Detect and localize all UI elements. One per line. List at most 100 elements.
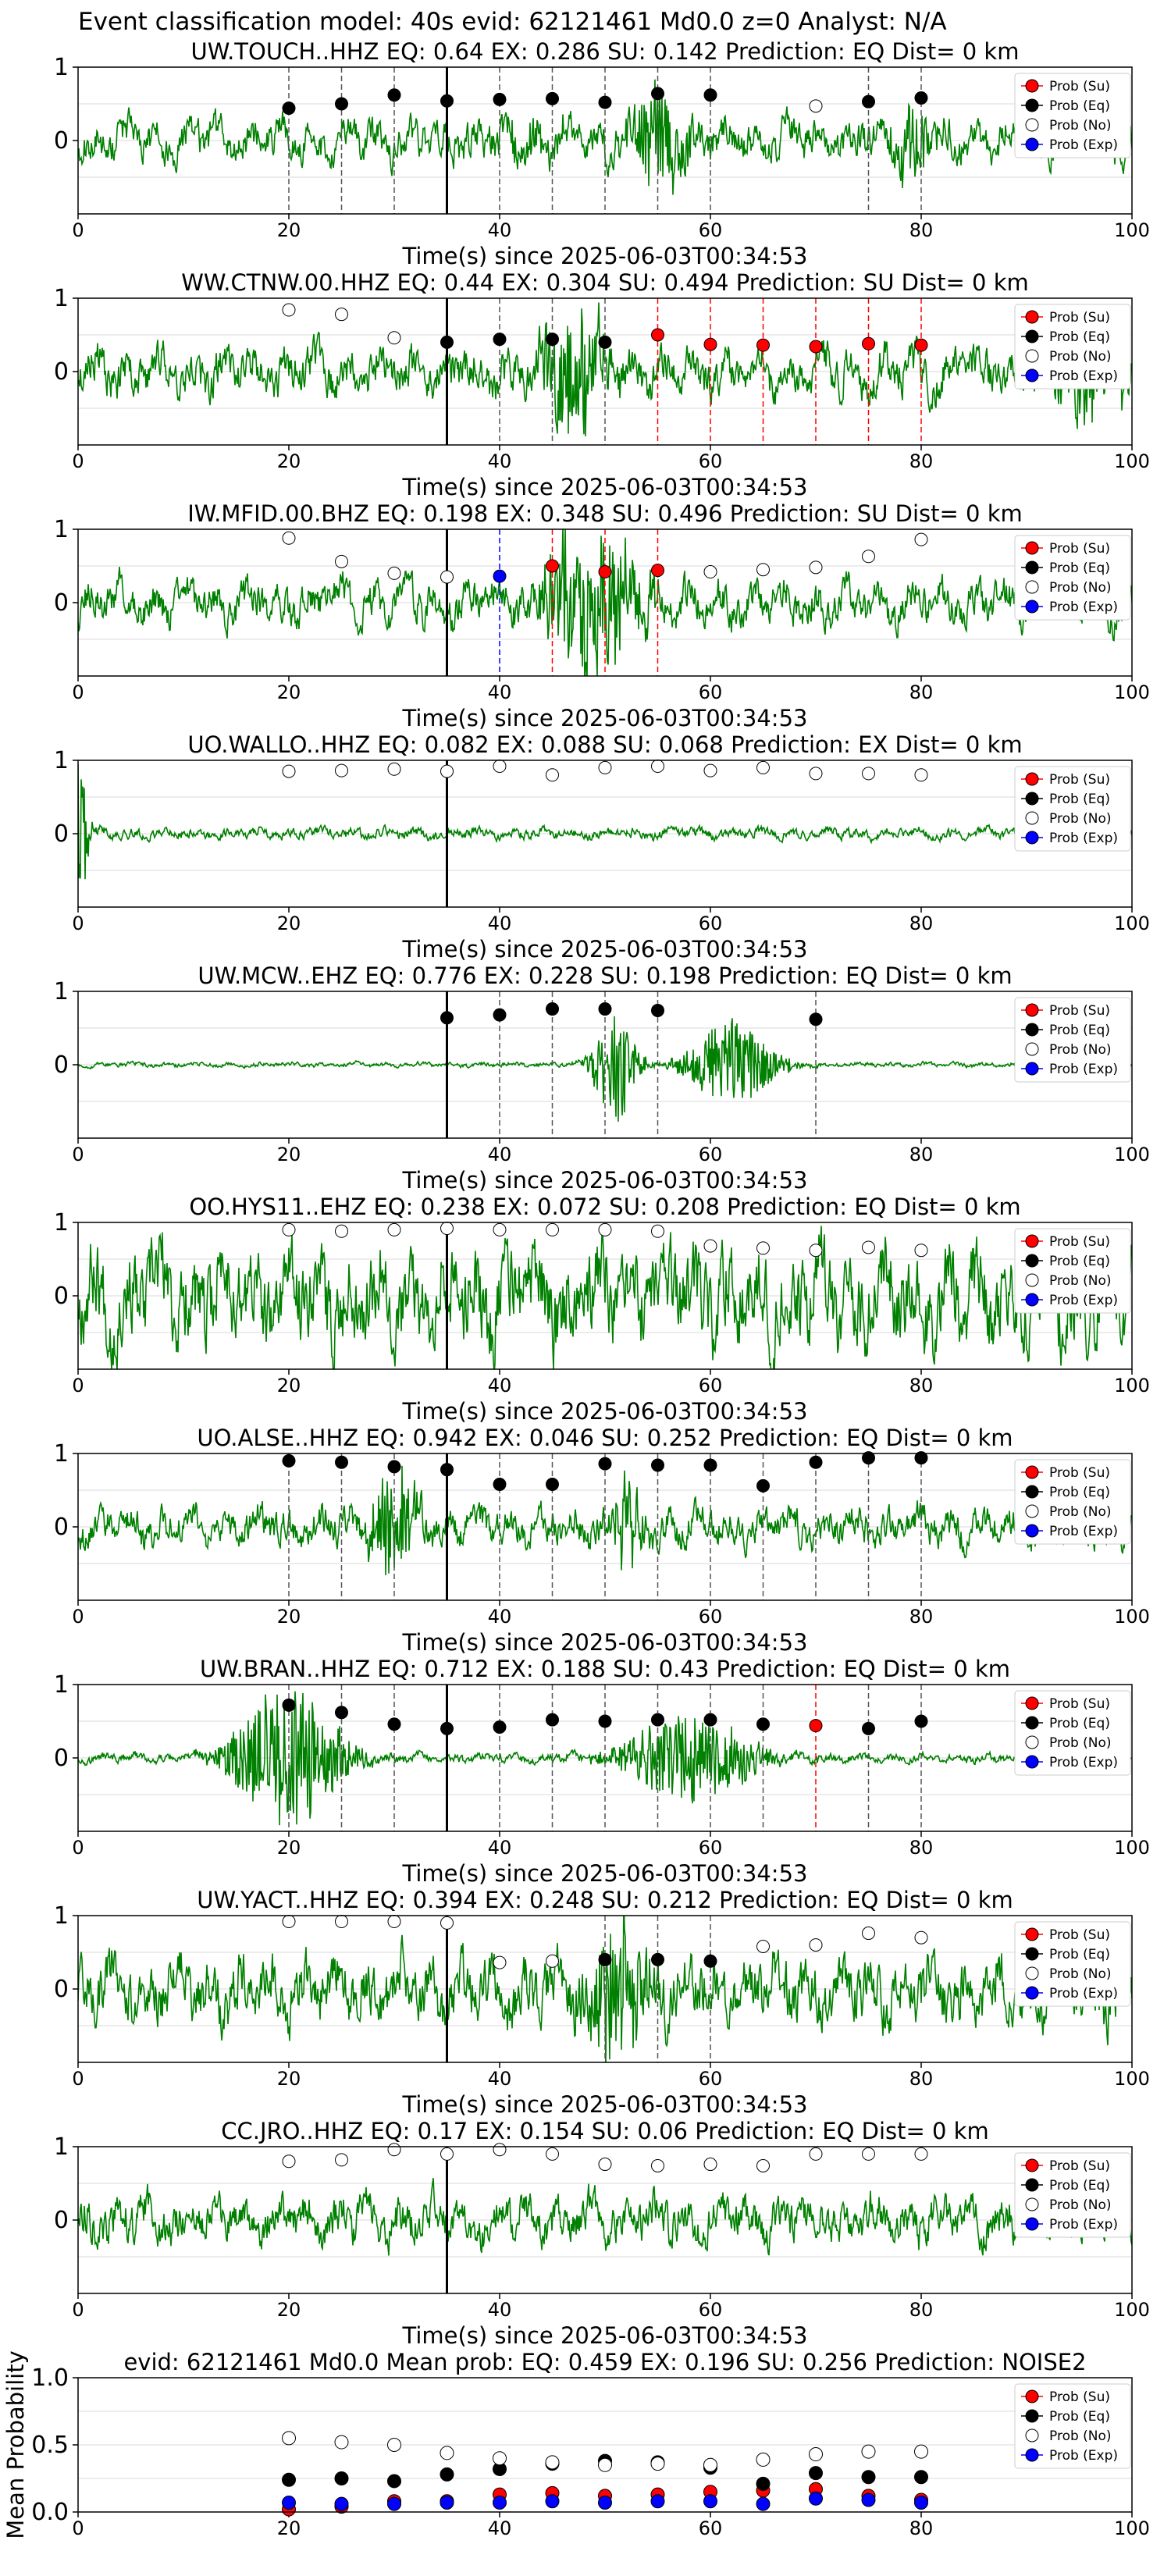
probability-point <box>756 338 770 352</box>
y-tick-label: 1.0 <box>31 2364 69 2392</box>
x-tick-label: 20 <box>277 450 301 472</box>
x-tick-label: 0 <box>72 681 84 703</box>
probability-point <box>703 337 717 351</box>
y-tick-label: 0 <box>54 127 69 155</box>
axes-frame <box>77 528 1133 677</box>
x-tick-label: 80 <box>909 2517 934 2539</box>
x-axis-label: Time(s) since 2025-06-03T00:34:53 <box>402 1860 808 1887</box>
probability-point <box>387 1915 401 1929</box>
probability-point <box>440 1916 454 1930</box>
legend-marker <box>1025 2448 1039 2462</box>
probability-point <box>809 560 823 575</box>
probability-point <box>282 531 296 545</box>
legend-label: Prob (No) <box>1049 811 1112 827</box>
probability-point <box>651 564 664 578</box>
x-tick-label: 60 <box>699 2299 723 2321</box>
mean-point <box>493 2451 507 2466</box>
probability-point <box>914 91 928 105</box>
x-tick-label: 100 <box>1114 1375 1150 1397</box>
probability-point <box>809 1938 823 1952</box>
mean-point <box>387 2474 401 2489</box>
axes-frame <box>77 991 1133 1139</box>
x-axis-label: Time(s) since 2025-06-03T00:34:53 <box>402 474 808 500</box>
x-tick-label: 20 <box>277 219 301 241</box>
legend-label: Prob (Eq) <box>1049 2178 1110 2194</box>
legend-marker <box>1025 1504 1039 1518</box>
probability-point <box>703 1239 717 1253</box>
y-tick-label: 1 <box>54 1671 69 1699</box>
probability-point <box>440 764 454 778</box>
y-tick-label: 0 <box>54 1745 69 1772</box>
legend-label: Prob (Su) <box>1049 1465 1110 1481</box>
y-tick-label: 0 <box>54 1051 69 1079</box>
legend-label: Prob (Exp) <box>1049 368 1118 384</box>
y-tick-label: 1 <box>54 2133 69 2161</box>
probability-point <box>335 2153 348 2167</box>
mean-point <box>914 2444 928 2459</box>
legend-marker <box>1025 1696 1039 1710</box>
mean-point <box>387 2438 401 2452</box>
probability-point <box>651 1952 664 1966</box>
legend-label: Prob (Eq) <box>1049 1716 1110 1731</box>
legend-marker <box>1025 2428 1039 2443</box>
probability-point <box>809 1455 823 1469</box>
x-tick-label: 0 <box>72 2299 84 2321</box>
legend-label: Prob (Exp) <box>1049 1293 1118 1308</box>
probability-point <box>914 768 928 782</box>
x-tick-label: 40 <box>488 1144 512 1165</box>
probability-point <box>440 2147 454 2161</box>
legend-label: Prob (Su) <box>1049 2158 1110 2174</box>
legend-marker <box>1025 1927 1039 1941</box>
mean-point <box>809 2466 823 2481</box>
legend-label: Prob (Su) <box>1049 1696 1110 1712</box>
x-tick-label: 20 <box>277 681 301 703</box>
legend-marker <box>1025 2409 1039 2423</box>
mean-point <box>809 2491 823 2506</box>
probability-point <box>493 1720 507 1735</box>
legend-label: Prob (Su) <box>1049 310 1110 326</box>
legend-label: Prob (No) <box>1049 1504 1112 1520</box>
probability-point <box>546 768 559 782</box>
legend-label: Prob (Eq) <box>1049 2409 1110 2425</box>
probability-point <box>546 1002 559 1016</box>
legend-marker <box>1025 1465 1039 1479</box>
station-panel: UW.BRAN..HHZ EQ: 0.712 EX: 0.188 SU: 0.4… <box>54 1656 1150 1887</box>
mean-point <box>598 2495 612 2510</box>
probability-point <box>598 1952 612 1966</box>
probability-point <box>282 2154 296 2169</box>
legend-label: Prob (Exp) <box>1049 2217 1118 2233</box>
probability-point <box>493 569 507 583</box>
legend-label: Prob (Eq) <box>1049 98 1110 114</box>
x-tick-label: 80 <box>909 2299 934 2321</box>
legend-label: Prob (No) <box>1049 2428 1112 2444</box>
x-tick-label: 20 <box>277 1375 301 1397</box>
legend-box <box>1014 1459 1131 1545</box>
x-tick-label: 20 <box>277 913 301 934</box>
y-tick-label: 0 <box>54 820 69 848</box>
probability-point <box>756 563 770 577</box>
panel-title: UO.ALSE..HHZ EQ: 0.942 EX: 0.046 SU: 0.2… <box>197 1425 1013 1451</box>
axes-frame <box>77 1222 1133 1370</box>
probability-point <box>335 1224 348 1238</box>
y-tick-label: 1 <box>54 54 69 81</box>
x-tick-label: 100 <box>1114 2299 1150 2321</box>
probability-point <box>809 99 823 113</box>
station-panel: UW.MCW..EHZ EQ: 0.776 EX: 0.228 SU: 0.19… <box>54 962 1150 1194</box>
legend-label: Prob (Eq) <box>1049 792 1110 807</box>
waveform-trace <box>78 1916 1132 2062</box>
probability-point <box>282 764 296 778</box>
mean-point <box>334 2471 349 2485</box>
x-tick-label: 40 <box>488 2299 512 2321</box>
legend-marker <box>1025 1234 1039 1248</box>
x-axis-label: Time(s) since 2025-06-03T00:34:53 <box>402 1629 808 1656</box>
legend-marker <box>1025 2217 1039 2231</box>
x-axis-label: Time(s) since 2025-06-03T00:34:53 <box>402 2091 808 2118</box>
probability-point <box>598 1222 612 1236</box>
probability-point <box>703 1954 717 1968</box>
probability-point <box>282 1453 296 1468</box>
x-tick-label: 0 <box>72 2068 84 2090</box>
probability-point <box>440 1222 454 1236</box>
mean-point <box>598 2457 612 2472</box>
probability-point <box>493 1222 507 1236</box>
